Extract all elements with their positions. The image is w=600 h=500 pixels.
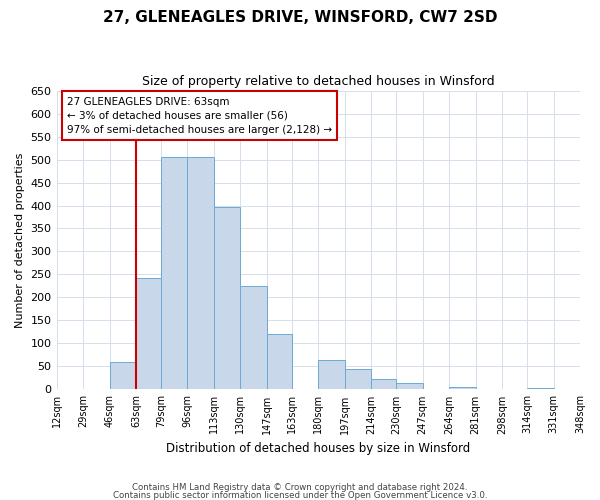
Bar xyxy=(345,368,371,390)
Bar xyxy=(449,387,476,390)
Bar xyxy=(318,360,345,390)
Bar xyxy=(527,388,554,390)
Y-axis label: Number of detached properties: Number of detached properties xyxy=(15,152,25,328)
Bar xyxy=(371,379,396,390)
Bar xyxy=(161,157,187,390)
Bar xyxy=(396,384,422,390)
Text: 27, GLENEAGLES DRIVE, WINSFORD, CW7 2SD: 27, GLENEAGLES DRIVE, WINSFORD, CW7 2SD xyxy=(103,10,497,25)
Text: Contains HM Land Registry data © Crown copyright and database right 2024.: Contains HM Land Registry data © Crown c… xyxy=(132,484,468,492)
Text: Contains public sector information licensed under the Open Government Licence v3: Contains public sector information licen… xyxy=(113,490,487,500)
Bar xyxy=(267,334,292,390)
Bar xyxy=(214,207,241,390)
Bar xyxy=(110,362,136,390)
Text: 27 GLENEAGLES DRIVE: 63sqm
← 3% of detached houses are smaller (56)
97% of semi-: 27 GLENEAGLES DRIVE: 63sqm ← 3% of detac… xyxy=(67,96,332,134)
Bar xyxy=(136,278,161,390)
X-axis label: Distribution of detached houses by size in Winsford: Distribution of detached houses by size … xyxy=(166,442,470,455)
Bar xyxy=(187,157,214,390)
Title: Size of property relative to detached houses in Winsford: Size of property relative to detached ho… xyxy=(142,75,494,88)
Bar xyxy=(241,286,267,390)
